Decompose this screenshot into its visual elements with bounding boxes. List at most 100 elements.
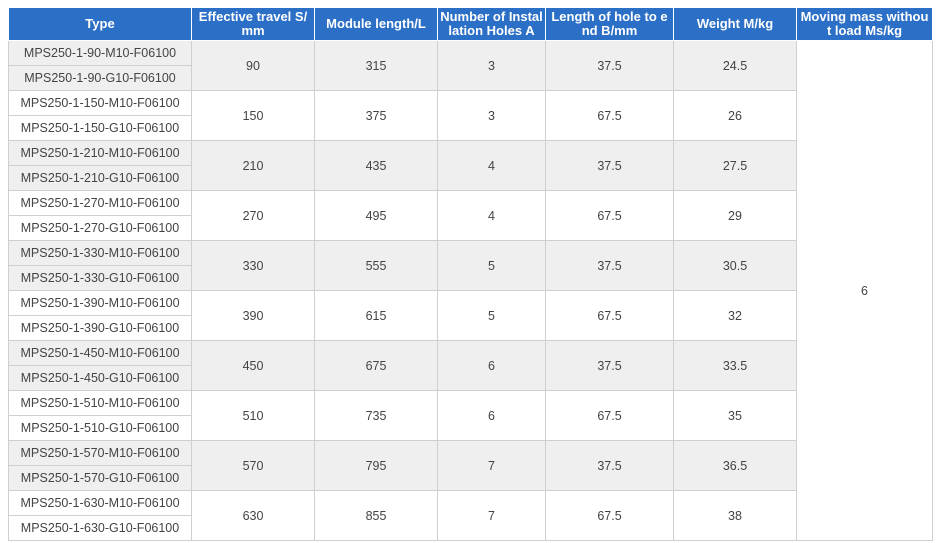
hole-to-end-cell: 67.5 (545, 290, 674, 341)
holes-cell: 7 (437, 440, 546, 491)
table-row: MPS250-1-270-G10-F06100 (8, 215, 933, 241)
holes-cell: 4 (437, 190, 546, 241)
holes-cell: 5 (437, 290, 546, 341)
header-installation-holes: Number of Installation Holes A (437, 7, 546, 41)
hole-to-end-cell: 37.5 (545, 340, 674, 391)
module-length-cell: 615 (314, 290, 438, 341)
table-row: MPS250-1-90-M10-F06100 90 315 3 37.5 24.5 6 (8, 40, 933, 541)
hole-to-end-cell: 67.5 (545, 90, 674, 141)
type-cell: MPS250-1-270-M10-F06100 (8, 190, 192, 216)
type-cell: MPS250-1-210-G10-F06100 (8, 165, 192, 191)
hole-to-end-cell: 37.5 (545, 140, 674, 191)
module-length-cell: 795 (314, 440, 438, 491)
header-row: Type Effective travel S/mm Module length… (8, 7, 933, 41)
hole-to-end-cell: 67.5 (545, 490, 674, 541)
table-row: MPS250-1-210-G10-F06100 (8, 165, 933, 191)
table-row: MPS250-1-570-G10-F06100 (8, 465, 933, 491)
table-row: MPS250-1-330-G10-F06100 (8, 265, 933, 291)
table-row: MPS250-1-450-G10-F06100 (8, 365, 933, 391)
table-row: MPS250-1-390-M10-F06100 390 615 5 67.5 32 (8, 290, 933, 341)
table-row: MPS250-1-570-M10-F06100 570 795 7 37.5 36.5 (8, 440, 933, 491)
module-length-cell: 375 (314, 90, 438, 141)
type-cell: MPS250-1-450-G10-F06100 (8, 365, 192, 391)
travel-cell: 270 (191, 190, 315, 241)
type-cell: MPS250-1-90-M10-F06100 (8, 40, 192, 66)
type-cell: MPS250-1-270-G10-F06100 (8, 215, 192, 241)
type-cell: MPS250-1-150-M10-F06100 (8, 90, 192, 116)
weight-cell: 30.5 (673, 240, 797, 291)
header-hole-to-end: Length of hole to end B/mm (545, 7, 674, 41)
holes-cell: 3 (437, 90, 546, 141)
type-cell: MPS250-1-150-G10-F06100 (8, 115, 192, 141)
table-row: MPS250-1-150-M10-F06100 150 375 3 67.5 26 (8, 90, 933, 141)
moving-mass-cell: 6 (796, 40, 933, 541)
table-row: MPS250-1-510-G10-F06100 (8, 415, 933, 441)
table-row: MPS250-1-330-M10-F06100 330 555 5 37.5 30.5 (8, 240, 933, 291)
hole-to-end-cell: 67.5 (545, 390, 674, 441)
holes-cell: 5 (437, 240, 546, 291)
weight-cell: 35 (673, 390, 797, 441)
holes-cell: 6 (437, 390, 546, 441)
travel-cell: 510 (191, 390, 315, 441)
type-cell: MPS250-1-390-G10-F06100 (8, 315, 192, 341)
table-header: Type Effective travel S/mm Module length… (8, 7, 933, 41)
type-cell: MPS250-1-630-M10-F06100 (8, 490, 192, 516)
hole-to-end-cell: 37.5 (545, 40, 674, 91)
hole-to-end-cell: 37.5 (545, 440, 674, 491)
hole-to-end-cell: 37.5 (545, 240, 674, 291)
weight-cell: 33.5 (673, 340, 797, 391)
table-row: MPS250-1-210-M10-F06100 210 435 4 37.5 27.5 (8, 140, 933, 191)
hole-to-end-cell: 67.5 (545, 190, 674, 241)
holes-cell: 6 (437, 340, 546, 391)
weight-cell: 29 (673, 190, 797, 241)
type-cell: MPS250-1-510-M10-F06100 (8, 390, 192, 416)
weight-cell: 24.5 (673, 40, 797, 91)
table-body: MPS250-1-90-M10-F06100 90 315 3 37.5 24.5 6 MPS… (8, 40, 933, 541)
module-length-cell: 735 (314, 390, 438, 441)
header-type: Type (8, 7, 192, 41)
module-length-cell: 435 (314, 140, 438, 191)
header-moving-mass: Moving mass without load Ms/kg (796, 7, 933, 41)
holes-cell: 3 (437, 40, 546, 91)
type-cell: MPS250-1-570-M10-F06100 (8, 440, 192, 466)
header-module-length: Module length/L (314, 7, 438, 41)
table-row: MPS250-1-510-M10-F06100 510 735 6 67.5 35 (8, 390, 933, 441)
travel-cell: 570 (191, 440, 315, 491)
weight-cell: 32 (673, 290, 797, 341)
travel-cell: 450 (191, 340, 315, 391)
table-row: MPS250-1-90-G10-F06100 (8, 65, 933, 91)
type-cell: MPS250-1-390-M10-F06100 (8, 290, 192, 316)
header-effective-travel: Effective travel S/mm (191, 7, 315, 41)
table-row: MPS250-1-450-M10-F06100 450 675 6 37.5 33.5 (8, 340, 933, 391)
weight-cell: 27.5 (673, 140, 797, 191)
table-row: MPS250-1-270-M10-F06100 270 495 4 67.5 29 (8, 190, 933, 241)
table-row: MPS250-1-630-M10-F06100 630 855 7 67.5 38 (8, 490, 933, 541)
type-cell: MPS250-1-330-G10-F06100 (8, 265, 192, 291)
module-length-cell: 555 (314, 240, 438, 291)
weight-cell: 36.5 (673, 440, 797, 491)
module-length-cell: 855 (314, 490, 438, 541)
holes-cell: 4 (437, 140, 546, 191)
type-cell: MPS250-1-330-M10-F06100 (8, 240, 192, 266)
header-weight: Weight M/kg (673, 7, 797, 41)
type-cell: MPS250-1-450-M10-F06100 (8, 340, 192, 366)
module-length-cell: 495 (314, 190, 438, 241)
table-row: MPS250-1-390-G10-F06100 (8, 315, 933, 341)
type-cell: MPS250-1-510-G10-F06100 (8, 415, 192, 441)
travel-cell: 210 (191, 140, 315, 191)
travel-cell: 90 (191, 40, 315, 91)
holes-cell: 7 (437, 490, 546, 541)
travel-cell: 630 (191, 490, 315, 541)
travel-cell: 150 (191, 90, 315, 141)
table-row: MPS250-1-150-G10-F06100 (8, 115, 933, 141)
type-cell: MPS250-1-210-M10-F06100 (8, 140, 192, 166)
travel-cell: 390 (191, 290, 315, 341)
table-row: MPS250-1-630-G10-F06100 (8, 515, 933, 541)
travel-cell: 330 (191, 240, 315, 291)
type-cell: MPS250-1-630-G10-F06100 (8, 515, 192, 541)
type-cell: MPS250-1-90-G10-F06100 (8, 65, 192, 91)
module-length-cell: 675 (314, 340, 438, 391)
type-cell: MPS250-1-570-G10-F06100 (8, 465, 192, 491)
weight-cell: 26 (673, 90, 797, 141)
spec-table: Type Effective travel S/mm Module length… (8, 7, 933, 541)
